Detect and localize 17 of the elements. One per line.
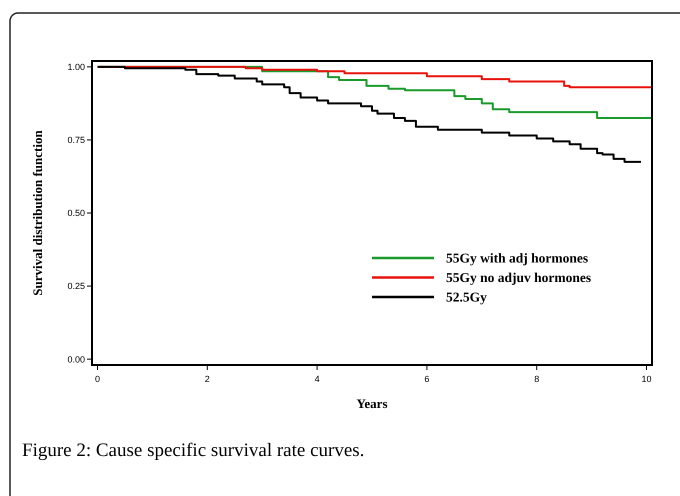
legend-label: 55Gy no adjuv hormones — [446, 270, 592, 286]
y-axis-title: Survival distribution function — [30, 130, 45, 296]
y-tick-label: 0.00 — [67, 354, 85, 364]
legend-label: 55Gy with adj hormones — [446, 250, 588, 266]
x-tick-label: 2 — [204, 374, 210, 384]
x-axis-title: Years — [356, 396, 388, 411]
y-tick-label: 0.75 — [67, 135, 85, 146]
caption: Figure 2: Cause specific survival rate curves. — [22, 440, 364, 461]
y-tick-label: 0.50 — [67, 208, 85, 218]
y-tick-label: 1.00 — [67, 62, 85, 72]
x-tick-label: 6 — [424, 374, 430, 384]
legend-label: 52.5Gy — [446, 290, 488, 305]
x-tick-label: 4 — [314, 374, 320, 384]
x-tick-label: 10 — [642, 374, 652, 384]
x-tick-label: 8 — [534, 374, 540, 384]
y-tick-label: 0.25 — [67, 281, 85, 292]
x-tick-label: 0 — [94, 374, 100, 384]
